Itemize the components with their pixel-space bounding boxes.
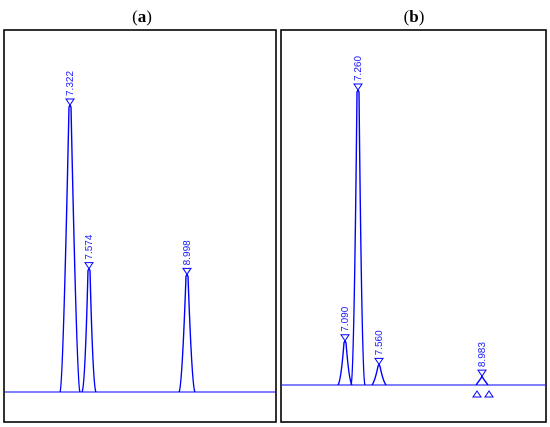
- peak-marker-b-4: [477, 369, 487, 378]
- chart-marks: 7.322 7.574 8.998 7.090 7.260 7.560 8.983: [59, 56, 494, 398]
- peak-label-a-3: 8.998: [182, 240, 193, 265]
- peak-a-3: [178, 272, 196, 393]
- peak-marker-b-1: [340, 334, 350, 342]
- peak-label-b-4: 8.983: [477, 342, 488, 367]
- peak-label-b-3: 7.560: [374, 330, 385, 355]
- peak-marker-b-2: [353, 83, 363, 91]
- peak-b-1: [337, 339, 353, 386]
- peak-marker-a-2: [84, 262, 94, 270]
- peak-b-3: [371, 362, 387, 386]
- peak-label-b-1: 7.090: [340, 306, 351, 331]
- peak-b-4: [475, 374, 489, 386]
- peak-label-b-2: 7.260: [353, 56, 364, 81]
- peak-marker-a-3: [182, 267, 192, 276]
- peak-a-1: [59, 103, 81, 393]
- panel-a-label: (a): [132, 7, 152, 26]
- baseline-marker-b-2: [484, 390, 494, 398]
- baseline-marker-b-1: [472, 390, 482, 398]
- peak-marker-b-3: [374, 357, 384, 366]
- peak-b-2: [350, 88, 366, 386]
- panel-a-frame: [3, 29, 277, 423]
- panel-b-frame: [280, 29, 547, 423]
- peak-a-2: [81, 267, 97, 393]
- peak-label-a-2: 7.574: [84, 234, 95, 259]
- peak-label-a-1: 7.322: [65, 71, 76, 96]
- panel-b-label: (b): [404, 7, 425, 26]
- peak-marker-a-1: [65, 98, 75, 106]
